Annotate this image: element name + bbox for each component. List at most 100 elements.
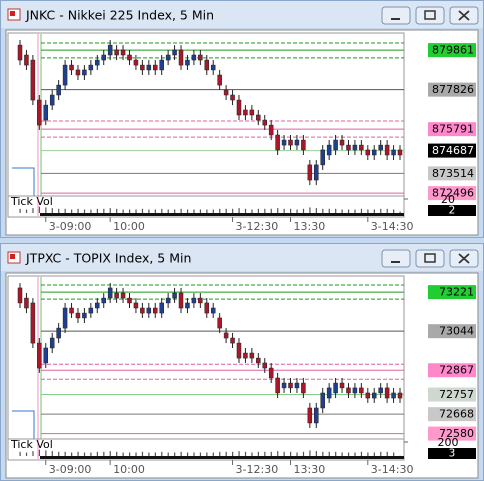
- vol-bar: [335, 208, 337, 213]
- vol-bar: [367, 209, 369, 213]
- vol-bar: [180, 208, 182, 213]
- vol-bar: [309, 207, 311, 213]
- vol-bar: [257, 208, 260, 213]
- vol-bar: [180, 451, 182, 456]
- vol-bar: [154, 209, 156, 213]
- level-label: 872496: [432, 187, 474, 200]
- vol-bar: [154, 452, 156, 456]
- candle-body: [146, 64, 152, 71]
- vol-bar: [244, 451, 247, 456]
- candle-body: [339, 382, 345, 389]
- candle-body: [275, 377, 280, 394]
- vol-bar: [232, 208, 234, 213]
- window-title: JTPXC - TOPIX Index, 5 Min: [25, 251, 191, 266]
- vol-bar: [199, 452, 202, 456]
- vol-bar: [32, 451, 34, 456]
- candle-body: [43, 104, 49, 121]
- candle-body: [249, 109, 255, 116]
- vol-bar: [328, 208, 330, 213]
- level-label: 875791: [432, 123, 474, 136]
- candle-body: [371, 392, 377, 399]
- candle-body: [198, 54, 203, 61]
- vol-bar: [238, 451, 240, 456]
- vol-bar: [347, 452, 350, 456]
- vol-bar: [51, 451, 53, 456]
- minimize-button[interactable]: [381, 6, 411, 25]
- level-label: 72668: [439, 408, 474, 421]
- candle-body: [223, 332, 229, 339]
- candle-body: [249, 352, 255, 359]
- candle-body: [178, 292, 184, 309]
- vol-bar: [45, 450, 47, 456]
- vol-bar: [193, 452, 195, 456]
- candle-body: [210, 307, 216, 314]
- level-label-box: [428, 186, 476, 201]
- vol-bar: [283, 208, 285, 213]
- vol-bar: [212, 209, 214, 213]
- vol-bar: [193, 209, 195, 213]
- level-label: 879861: [432, 44, 474, 57]
- vol-bar: [354, 452, 356, 456]
- candle-body: [217, 74, 222, 86]
- candle-body: [56, 84, 61, 96]
- vol-bar: [103, 208, 105, 213]
- app-icon-mark: [10, 11, 15, 16]
- vol-last-label: 2: [449, 205, 456, 217]
- level-label: 873514: [432, 167, 474, 180]
- candle-body: [378, 387, 383, 394]
- level-label: 72757: [439, 388, 474, 401]
- minimize-button[interactable]: [381, 249, 411, 268]
- x-tick-label: 3-14:30: [371, 220, 414, 233]
- candle-body: [24, 297, 29, 309]
- vol-bar: [161, 451, 163, 456]
- vol-bar: [32, 208, 34, 213]
- candle-body: [75, 69, 81, 76]
- vol-bar: [64, 208, 66, 213]
- vol-bar: [128, 209, 131, 213]
- vol-bar: [341, 209, 343, 213]
- candle-body: [140, 64, 145, 71]
- vol-bar: [135, 452, 137, 456]
- vol-bar: [290, 451, 292, 456]
- maximize-glyph: [424, 10, 436, 20]
- candle-body: [24, 54, 29, 66]
- x-tick-label: 3-12:30: [236, 463, 279, 476]
- vol-bar: [341, 452, 343, 456]
- vol-bar: [322, 451, 324, 456]
- vol-bar: [238, 208, 240, 213]
- vol-bar: [64, 451, 66, 456]
- maximize-button[interactable]: [415, 249, 445, 268]
- level-label: 72867: [439, 364, 474, 377]
- vol-max-label: 20: [441, 193, 455, 206]
- vol-bar: [83, 209, 86, 213]
- candle-body: [288, 139, 293, 146]
- close-glyph: [458, 10, 470, 21]
- vol-bar: [90, 452, 92, 456]
- candle-body: [314, 407, 319, 424]
- level-label: 72580: [439, 427, 474, 440]
- candle-body: [82, 69, 87, 76]
- maximize-button[interactable]: [415, 6, 445, 25]
- app-icon-mark: [10, 254, 15, 259]
- vol-bar: [109, 208, 111, 213]
- vol-bar: [38, 206, 41, 213]
- candle-body: [210, 64, 216, 71]
- candle-body: [307, 164, 313, 181]
- vol-bar: [367, 452, 369, 456]
- vol-bar: [309, 450, 311, 456]
- vol-last-label: 3: [449, 448, 456, 460]
- vol-bar: [25, 452, 28, 456]
- candle-body: [333, 139, 338, 151]
- vol-bar: [83, 452, 86, 456]
- candle-body: [333, 382, 338, 394]
- vol-bar: [186, 452, 189, 456]
- candle-body: [30, 59, 36, 101]
- vol-bar: [167, 209, 169, 213]
- vol-bar: [399, 211, 401, 213]
- vol-bar: [103, 451, 105, 456]
- vol-bar: [122, 209, 124, 213]
- candle-body: [165, 54, 171, 61]
- candle-body: [301, 139, 306, 151]
- candle-body: [281, 382, 287, 389]
- vol-bar: [328, 451, 330, 456]
